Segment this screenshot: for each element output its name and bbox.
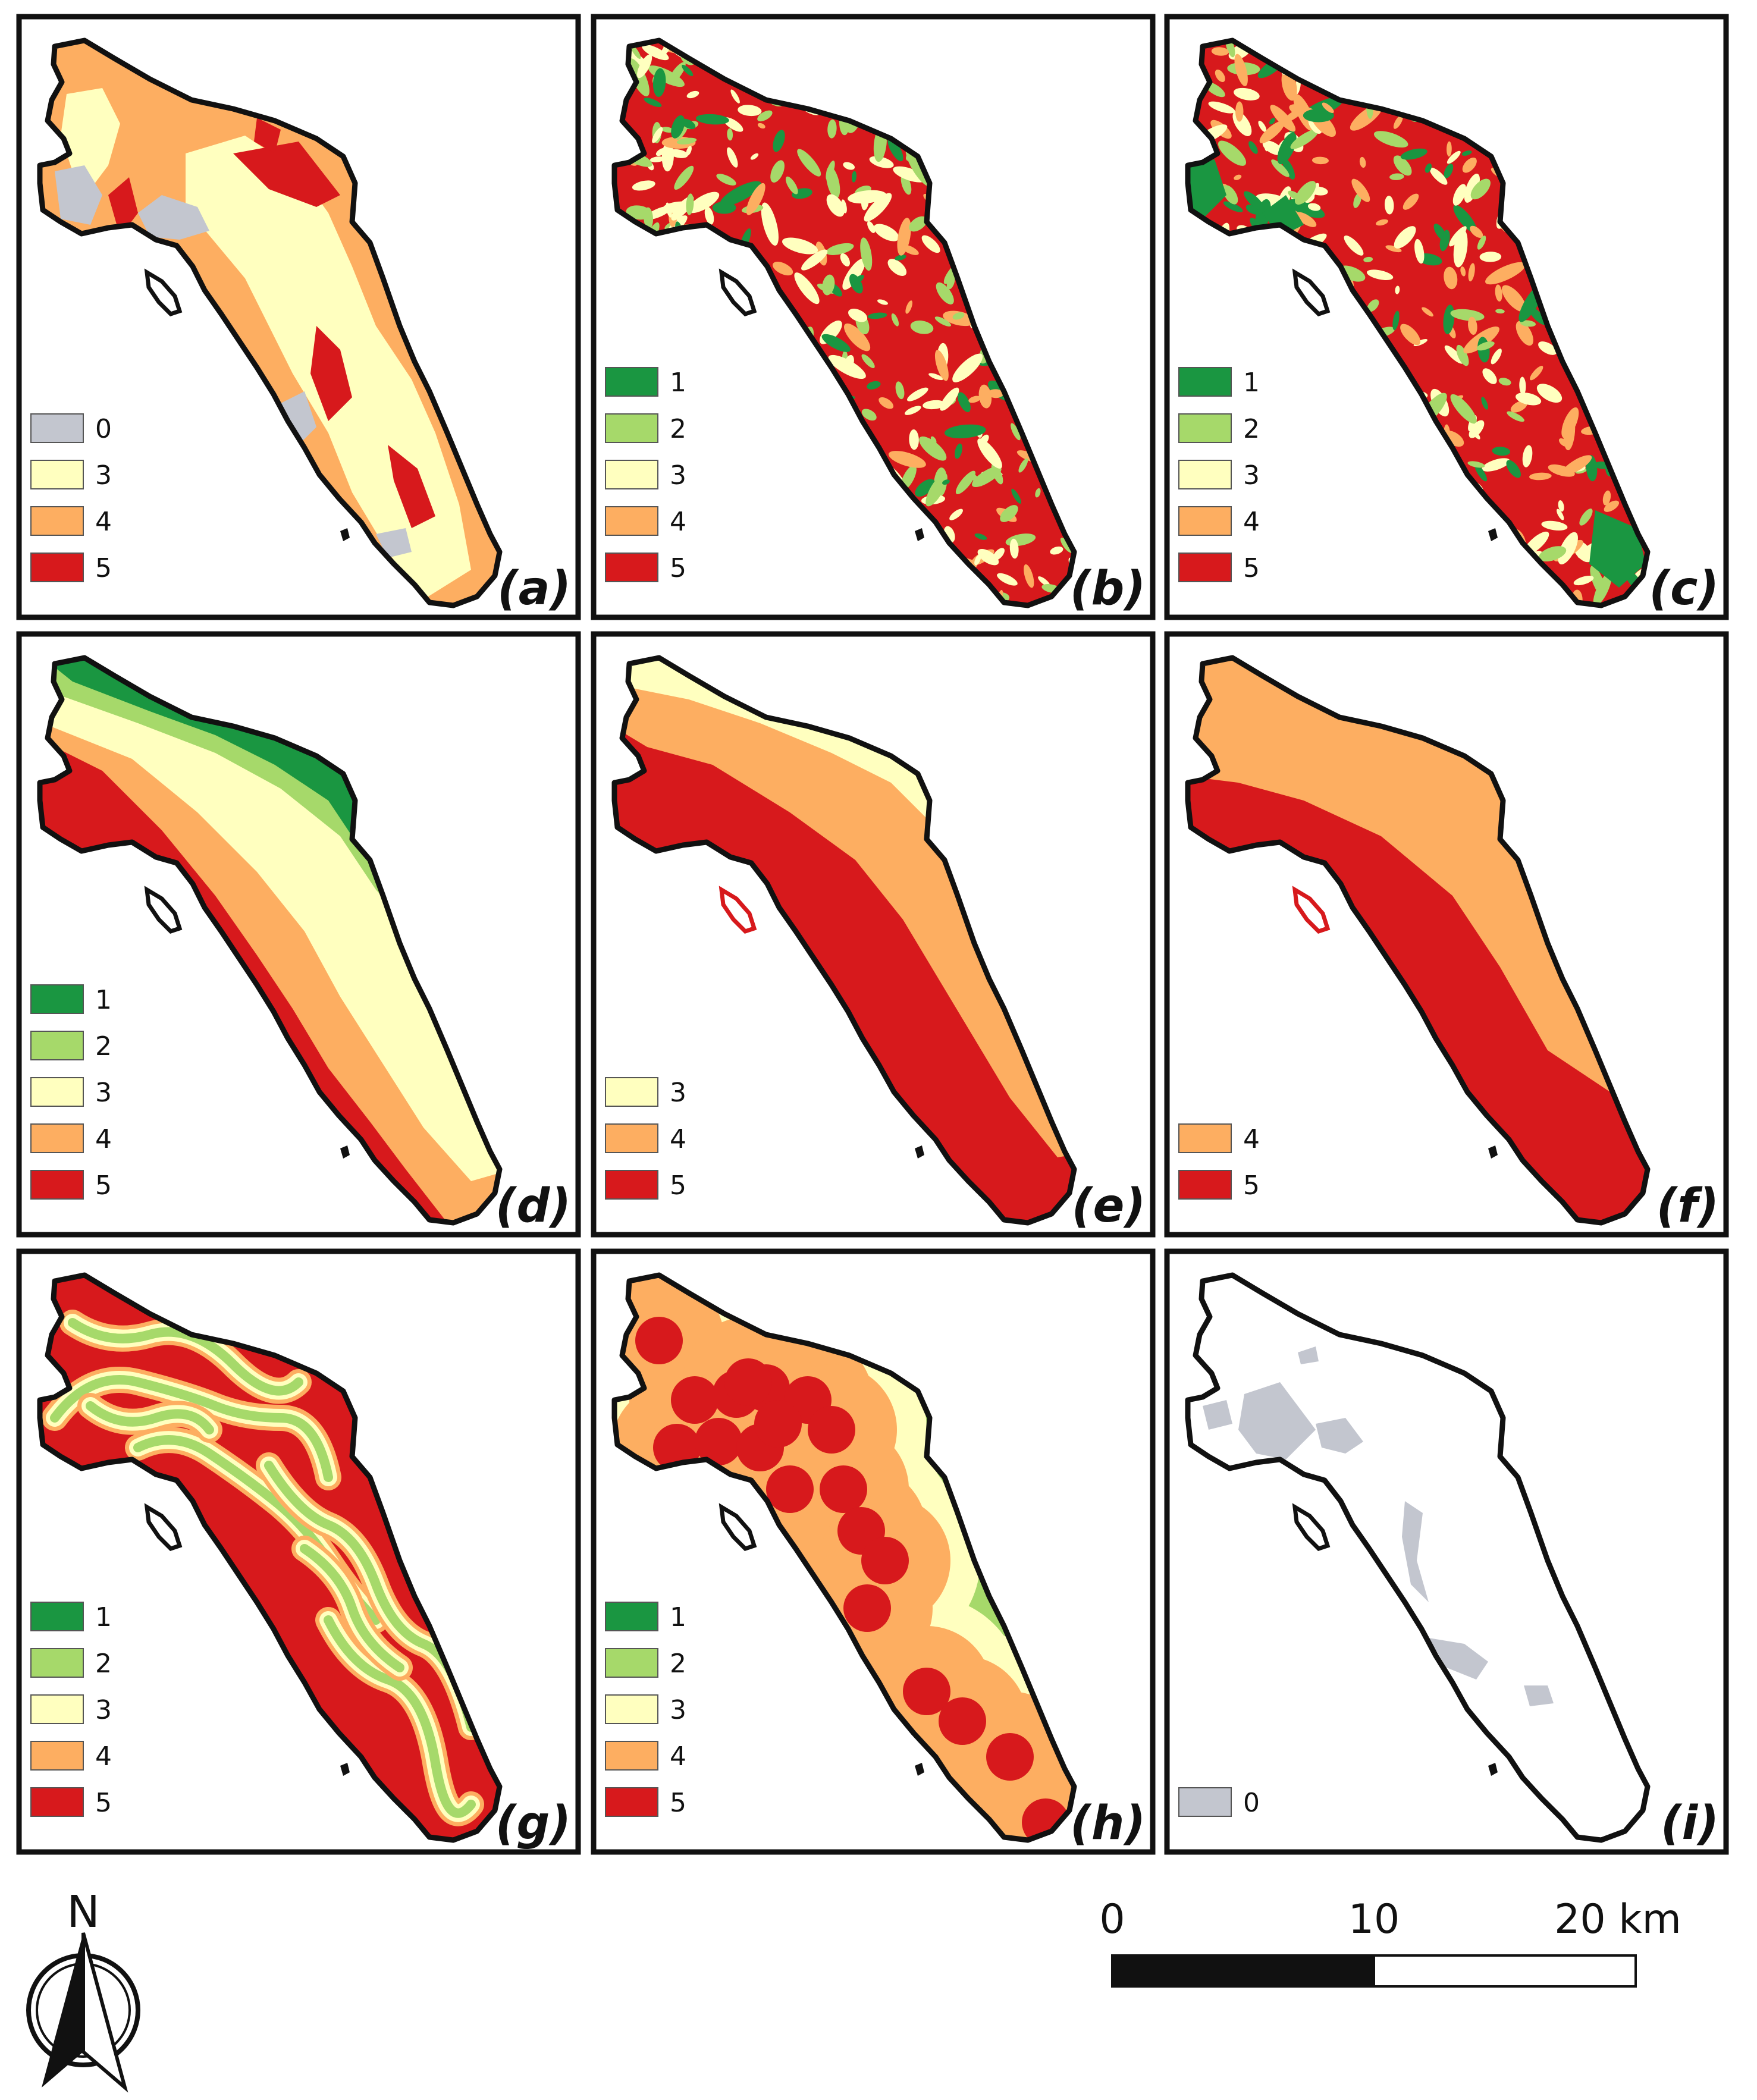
legend-swatch: [1178, 1170, 1232, 1200]
panel-label: (d): [495, 1179, 571, 1233]
legend-swatch: [605, 1787, 658, 1817]
scale-tick-10: 10: [1348, 1896, 1400, 1943]
legend-swatch: [30, 1787, 84, 1817]
panel-label: (b): [1070, 562, 1146, 616]
legend-label: 0: [95, 414, 112, 444]
legend-label: 5: [1243, 553, 1260, 583]
scale-tick-0: 0: [1099, 1896, 1125, 1943]
legend-label: 4: [95, 1124, 112, 1154]
legend-swatch: [1178, 460, 1232, 489]
scale-tick-20: 20 km: [1554, 1896, 1681, 1943]
legend-swatch: [30, 1741, 84, 1771]
legend-swatch: [30, 1170, 84, 1200]
legend-label: 3: [95, 460, 112, 491]
legend-swatch: [30, 1123, 84, 1153]
legend-swatch: [605, 1741, 658, 1771]
legend-label: 2: [670, 414, 686, 444]
legend-label: 2: [670, 1649, 686, 1679]
legend-label: 3: [670, 1695, 686, 1725]
legend-swatch: [1178, 1123, 1232, 1153]
legend-swatch: [605, 1602, 658, 1631]
legend-label: 3: [95, 1078, 112, 1108]
legend-label: 1: [670, 368, 686, 398]
legend-label: 4: [95, 507, 112, 537]
legend-swatch: [30, 1031, 84, 1060]
legend-label: 3: [670, 460, 686, 491]
legend-label: 3: [670, 1078, 686, 1108]
legend-swatch: [30, 1648, 84, 1678]
panel-label: (a): [497, 562, 571, 616]
legend-label: 5: [670, 1170, 686, 1201]
panel-label: (i): [1661, 1797, 1719, 1850]
legend-label: 4: [670, 1741, 686, 1772]
legend-swatch: [1178, 367, 1232, 397]
legend-label: 4: [670, 507, 686, 537]
legend-label: 2: [95, 1649, 112, 1679]
legend-swatch: [1178, 1787, 1232, 1817]
legend-swatch: [30, 553, 84, 582]
legend-label: 1: [95, 985, 112, 1015]
legend-swatch: [30, 506, 84, 536]
legend-label: 3: [95, 1695, 112, 1725]
legend-swatch: [30, 984, 84, 1014]
legend-label: 5: [1243, 1170, 1260, 1201]
legend-label: 2: [1243, 414, 1260, 444]
north-arrow: N: [26, 1886, 140, 2093]
legend-label: 2: [95, 1031, 112, 1062]
legend-swatch: [30, 1694, 84, 1724]
legend-label: 0: [1243, 1788, 1260, 1818]
legend-label: 3: [1243, 460, 1260, 491]
legend-label: 5: [670, 1788, 686, 1818]
panel-label: (h): [1070, 1797, 1146, 1850]
legend-label: 5: [95, 553, 112, 583]
legend-swatch: [605, 367, 658, 397]
legend-label: 1: [1243, 368, 1260, 398]
legend-swatch: [605, 1123, 658, 1153]
legend-label: 1: [95, 1602, 112, 1633]
legend-label: 4: [1243, 1124, 1260, 1154]
map-panel-i: [1188, 1275, 1648, 1840]
legend-swatch: [605, 413, 658, 443]
legend-swatch: [30, 1602, 84, 1631]
legend-swatch: [30, 460, 84, 489]
legend-swatch: [605, 1170, 658, 1200]
legend-swatch: [605, 1694, 658, 1724]
legend-swatch: [605, 460, 658, 489]
legend-label: 5: [670, 553, 686, 583]
legend-swatch: [1178, 413, 1232, 443]
legend-label: 5: [95, 1788, 112, 1818]
legend-swatch: [605, 553, 658, 582]
legend-label: 4: [1243, 507, 1260, 537]
scale-bar: 0 10 20 km: [1099, 1896, 1681, 1988]
panel-label: (f): [1656, 1179, 1719, 1233]
panel-label: (e): [1072, 1179, 1146, 1233]
legend-swatch: [1178, 553, 1232, 582]
legend-label: 5: [95, 1170, 112, 1201]
legend-swatch: [30, 1077, 84, 1107]
legend-label: 4: [670, 1124, 686, 1154]
legend-swatch: [605, 506, 658, 536]
legend-swatch: [1178, 506, 1232, 536]
legend-swatch: [30, 413, 84, 443]
panel-label: (c): [1649, 562, 1719, 616]
legend-swatch: [605, 1648, 658, 1678]
legend-label: 1: [670, 1602, 686, 1633]
legend-swatch: [605, 1077, 658, 1107]
legend-label: 4: [95, 1741, 112, 1772]
north-arrow-label: N: [67, 1886, 99, 1938]
panel-label: (g): [495, 1797, 571, 1850]
